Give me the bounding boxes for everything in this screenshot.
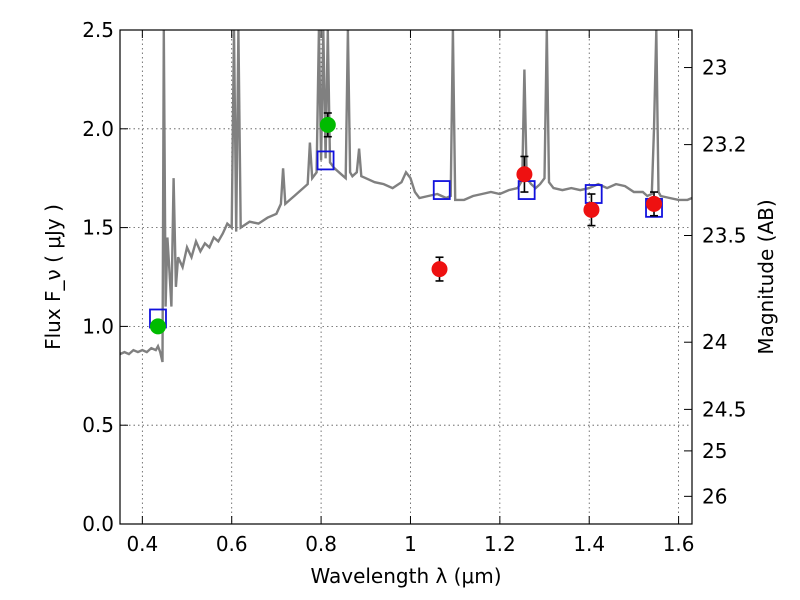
x-tick-label: 1.4 [573, 532, 605, 556]
right-tick-label: 24.5 [702, 397, 747, 421]
x-tick-label: 1.2 [484, 532, 516, 556]
green-data-point [149, 318, 166, 335]
y-tick-label: 0.0 [82, 512, 114, 536]
plot-background [120, 30, 692, 524]
red-data-point [431, 261, 448, 278]
plot-frame [119, 29, 693, 525]
x-tick-label: 1.6 [663, 532, 695, 556]
x-tick-label: 0.6 [216, 532, 248, 556]
spectrum-layer [120, 30, 692, 363]
right-axis-label: Magnitude (AB) [754, 199, 778, 354]
red-data-point [516, 166, 533, 183]
ticks-layer: 0.4 0.6 0.8 1 1.2 1.4 1.6 0.0 0.5 1.0 1.5 2.0 2.5 23 2… [82, 18, 746, 556]
x-tick-label: 0.4 [126, 532, 158, 556]
model-box-marker [316, 150, 335, 171]
x-tick-label: 0.8 [305, 532, 337, 556]
right-tick-label: 23.2 [702, 133, 747, 157]
y-axis-label: Flux F_ν ( μJy ) [41, 204, 65, 350]
markers-layer [149, 112, 663, 335]
right-tick-label: 24 [702, 330, 727, 354]
x-axis-label: Wavelength λ (μm) [310, 564, 501, 588]
model-box-marker [432, 180, 451, 200]
y-tick-label: 1.5 [82, 216, 114, 240]
y-tick-label: 0.5 [82, 413, 114, 437]
right-tick-label: 23 [702, 56, 727, 80]
right-tick-label: 25 [702, 439, 727, 463]
right-tick-label: 26 [702, 484, 727, 508]
right-tick-label: 23.5 [702, 224, 747, 248]
green-data-point [319, 116, 336, 133]
y-tick-label: 2.5 [82, 18, 114, 42]
y-tick-label: 2.0 [82, 117, 114, 141]
red-data-point [646, 195, 663, 212]
y-tick-label: 1.0 [82, 314, 114, 338]
red-data-point [583, 201, 600, 218]
spectrum-line [120, 30, 692, 363]
x-tick-label: 1 [404, 532, 417, 556]
